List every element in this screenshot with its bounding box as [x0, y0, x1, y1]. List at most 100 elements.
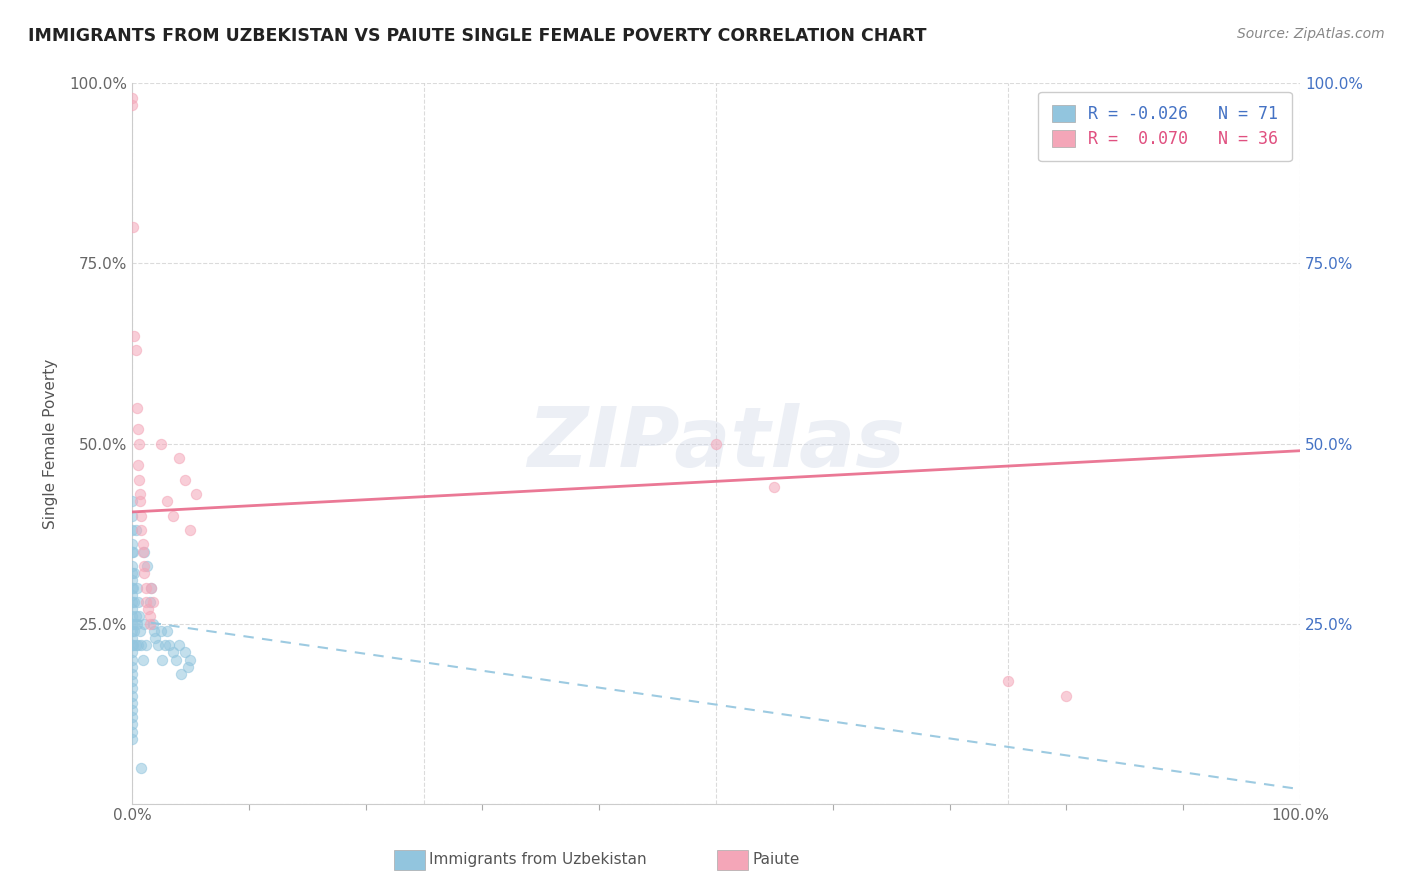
Legend: R = -0.026   N = 71, R =  0.070   N = 36: R = -0.026 N = 71, R = 0.070 N = 36 [1039, 92, 1292, 161]
Point [162, 645, 184, 659]
Point [121, 523, 143, 537]
Point [121, 631, 143, 645]
Point [121, 667, 143, 681]
Point [146, 638, 169, 652]
Point [122, 220, 145, 235]
Point [122, 544, 145, 558]
Point [143, 624, 166, 638]
Point [128, 609, 150, 624]
Point [704, 436, 727, 450]
Point [131, 638, 153, 652]
Point [121, 717, 143, 731]
Point [173, 473, 195, 487]
Point [125, 401, 148, 415]
Point [131, 652, 153, 666]
Point [121, 645, 143, 659]
Point [125, 616, 148, 631]
Point [132, 566, 155, 581]
Point [121, 588, 143, 602]
Point [121, 98, 143, 112]
Point [156, 624, 179, 638]
Point [124, 595, 146, 609]
Point [135, 638, 157, 652]
Point [138, 609, 160, 624]
Point [132, 544, 155, 558]
Point [166, 652, 188, 666]
Point [997, 674, 1019, 689]
Point [121, 638, 143, 652]
Point [763, 480, 786, 494]
Point [121, 616, 143, 631]
Point [121, 91, 143, 105]
Point [127, 595, 149, 609]
Point [121, 731, 143, 746]
Point [121, 595, 143, 609]
Point [170, 667, 193, 681]
Point [150, 436, 173, 450]
Point [152, 652, 174, 666]
Point [121, 696, 143, 710]
Point [121, 494, 143, 508]
Point [122, 638, 145, 652]
Point [121, 724, 143, 739]
Point [132, 616, 155, 631]
Point [129, 494, 152, 508]
Point [131, 761, 153, 775]
Point [121, 652, 143, 666]
Point [179, 652, 201, 666]
Point [127, 422, 149, 436]
Point [131, 523, 153, 537]
Point [121, 566, 143, 581]
Point [128, 436, 150, 450]
Point [131, 537, 153, 551]
Text: Paiute: Paiute [752, 853, 800, 867]
Point [121, 581, 143, 595]
Point [179, 523, 201, 537]
Point [173, 645, 195, 659]
Point [121, 574, 143, 588]
Text: Source: ZipAtlas.com: Source: ZipAtlas.com [1237, 27, 1385, 41]
Point [122, 616, 145, 631]
Point [121, 602, 143, 616]
Point [1054, 689, 1077, 703]
Point [121, 609, 143, 624]
Point [129, 624, 152, 638]
Point [124, 624, 146, 638]
Point [150, 624, 173, 638]
Point [121, 624, 143, 638]
Point [139, 581, 162, 595]
Point [153, 638, 176, 652]
Point [142, 616, 165, 631]
Point [145, 631, 167, 645]
Point [127, 638, 149, 652]
Point [121, 544, 143, 558]
Point [139, 581, 162, 595]
Point [124, 343, 146, 357]
Text: ZIPatlas: ZIPatlas [527, 403, 905, 484]
Point [124, 566, 146, 581]
Point [128, 473, 150, 487]
Point [127, 458, 149, 472]
Point [177, 660, 200, 674]
Point [159, 638, 181, 652]
Point [136, 558, 159, 573]
Point [129, 487, 152, 501]
Point [121, 508, 143, 523]
Text: Immigrants from Uzbekistan: Immigrants from Uzbekistan [429, 853, 647, 867]
Point [125, 581, 148, 595]
Point [124, 609, 146, 624]
Point [121, 681, 143, 696]
Point [124, 523, 146, 537]
Point [121, 674, 143, 689]
Point [124, 328, 146, 343]
Point [142, 595, 165, 609]
Text: IMMIGRANTS FROM UZBEKISTAN VS PAIUTE SINGLE FEMALE POVERTY CORRELATION CHART: IMMIGRANTS FROM UZBEKISTAN VS PAIUTE SIN… [28, 27, 927, 45]
Point [131, 508, 153, 523]
Point [121, 558, 143, 573]
Point [124, 638, 146, 652]
Point [135, 581, 157, 595]
Point [162, 508, 184, 523]
Point [138, 602, 160, 616]
Point [186, 487, 208, 501]
Point [121, 710, 143, 724]
